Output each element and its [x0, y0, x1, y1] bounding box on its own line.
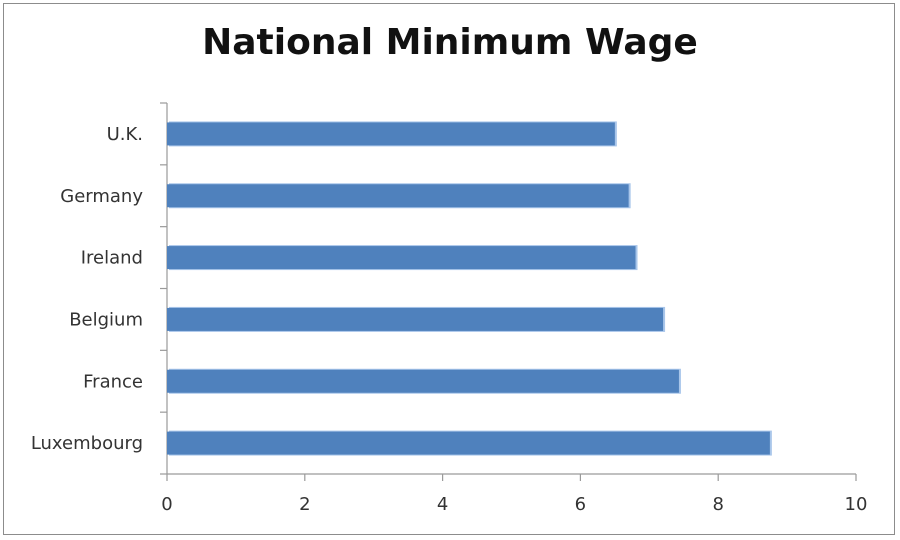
bar — [167, 307, 664, 331]
x-tick-label: 4 — [437, 494, 448, 515]
category-label: Germany — [60, 186, 143, 207]
category-label: Luxembourg — [31, 433, 143, 454]
x-tick-label: 10 — [845, 494, 868, 515]
axes — [160, 102, 857, 481]
category-labels: U.K. Germany Ireland Belgium France Luxembour… — [31, 124, 144, 454]
x-tick-label: 2 — [299, 494, 310, 515]
category-label: France — [83, 371, 143, 392]
bar — [167, 246, 636, 270]
x-tick-label: 6 — [575, 494, 586, 515]
x-tick-label: 0 — [161, 494, 172, 515]
x-tick-label: 8 — [712, 494, 723, 515]
bars — [167, 121, 772, 456]
category-label: Ireland — [81, 248, 143, 269]
bar — [167, 431, 770, 455]
tick-labels: 0 2 4 6 8 10 — [161, 494, 867, 515]
chart-title: National Minimum Wage — [202, 22, 698, 63]
category-label: Belgium — [69, 309, 143, 330]
bar — [167, 369, 679, 393]
bar — [167, 184, 629, 208]
bar — [167, 122, 615, 146]
category-label: U.K. — [107, 124, 143, 145]
